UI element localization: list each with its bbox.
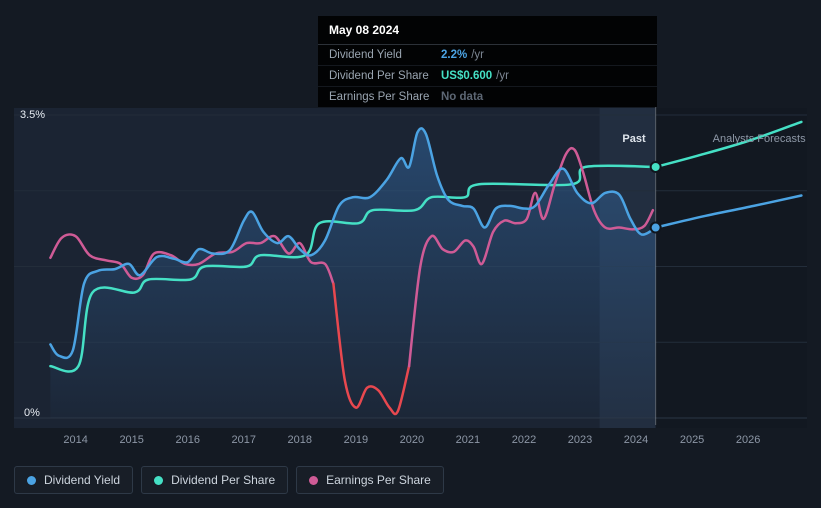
earnings-per-share-dot-icon — [309, 475, 319, 485]
legend-item-dividend-yield[interactable]: Dividend Yield — [14, 466, 134, 494]
dividend-yield-dot-icon — [27, 475, 36, 485]
x-tick-label: 2022 — [512, 434, 536, 446]
x-tick-label: 2026 — [736, 434, 760, 446]
x-tick-label: 2020 — [400, 434, 424, 446]
x-tick-label: 2023 — [568, 434, 592, 446]
dividend-per-share-forecast-line — [654, 120, 803, 169]
dividend-yield-line — [49, 127, 657, 360]
tooltip-value: 2.2% — [441, 49, 468, 61]
dividend-yield-forecast-line — [654, 194, 803, 229]
x-tick-label: 2016 — [175, 434, 199, 446]
earnings-per-share-loss-line — [332, 282, 411, 416]
dividend-per-share-line — [49, 164, 657, 373]
legend: Dividend Yield Dividend Per Share Earnin… — [14, 466, 444, 494]
y-axis-label-top: 3.5% — [20, 109, 45, 121]
x-tick-label: 2025 — [680, 434, 704, 446]
x-tick-label: 2015 — [119, 434, 143, 446]
forecast-label: Analysts Forecasts — [713, 133, 806, 145]
dividend-per-share-end-dot — [649, 160, 662, 173]
dividend-yield-area — [50, 128, 656, 419]
x-tick-label: 2018 — [288, 434, 312, 446]
tooltip-label: Dividend Yield — [329, 49, 402, 61]
x-tick-label: 2014 — [63, 434, 87, 446]
legend-item-label: Earnings Per Share — [326, 473, 431, 487]
x-tick-label: 2024 — [624, 434, 648, 446]
past-label: Past — [622, 133, 646, 145]
tooltip-row-dividend-yield: Dividend Yield 2.2% /yr — [318, 45, 657, 66]
tooltip-value: No data — [441, 91, 484, 103]
tooltip-value-suffix: /yr — [471, 49, 484, 61]
dividend-per-share-dot-icon — [154, 475, 164, 485]
date-tooltip: May 08 2024 Dividend Yield 2.2% /yr Divi… — [318, 16, 657, 107]
tooltip-date: May 08 2024 — [318, 16, 657, 45]
x-tick-label: 2021 — [456, 434, 480, 446]
dividend-yield-end-dot — [649, 221, 662, 234]
tooltip-value-suffix: /yr — [496, 70, 509, 82]
earnings-per-share-line — [407, 146, 655, 368]
tooltip-label: Earnings Per Share — [329, 91, 430, 103]
legend-item-label: Dividend Per Share — [171, 473, 276, 487]
earnings-per-share-line — [49, 233, 335, 286]
x-tick-label: 2017 — [232, 434, 256, 446]
legend-item-earnings-per-share[interactable]: Earnings Per Share — [296, 466, 444, 494]
x-tick-label: 2019 — [344, 434, 368, 446]
legend-item-dividend-per-share[interactable]: Dividend Per Share — [141, 466, 289, 494]
forecast-region — [655, 108, 807, 428]
tooltip-row-dividend-per-share: Dividend Per Share US$0.600 /yr — [318, 66, 657, 87]
tooltip-value: US$0.600 — [441, 70, 493, 82]
legend-item-label: Dividend Yield — [44, 473, 121, 487]
tooltip-label: Dividend Per Share — [329, 70, 429, 82]
y-axis-label-bottom: 0% — [24, 407, 40, 419]
tooltip-row-earnings-per-share: Earnings Per Share No data — [318, 87, 657, 107]
